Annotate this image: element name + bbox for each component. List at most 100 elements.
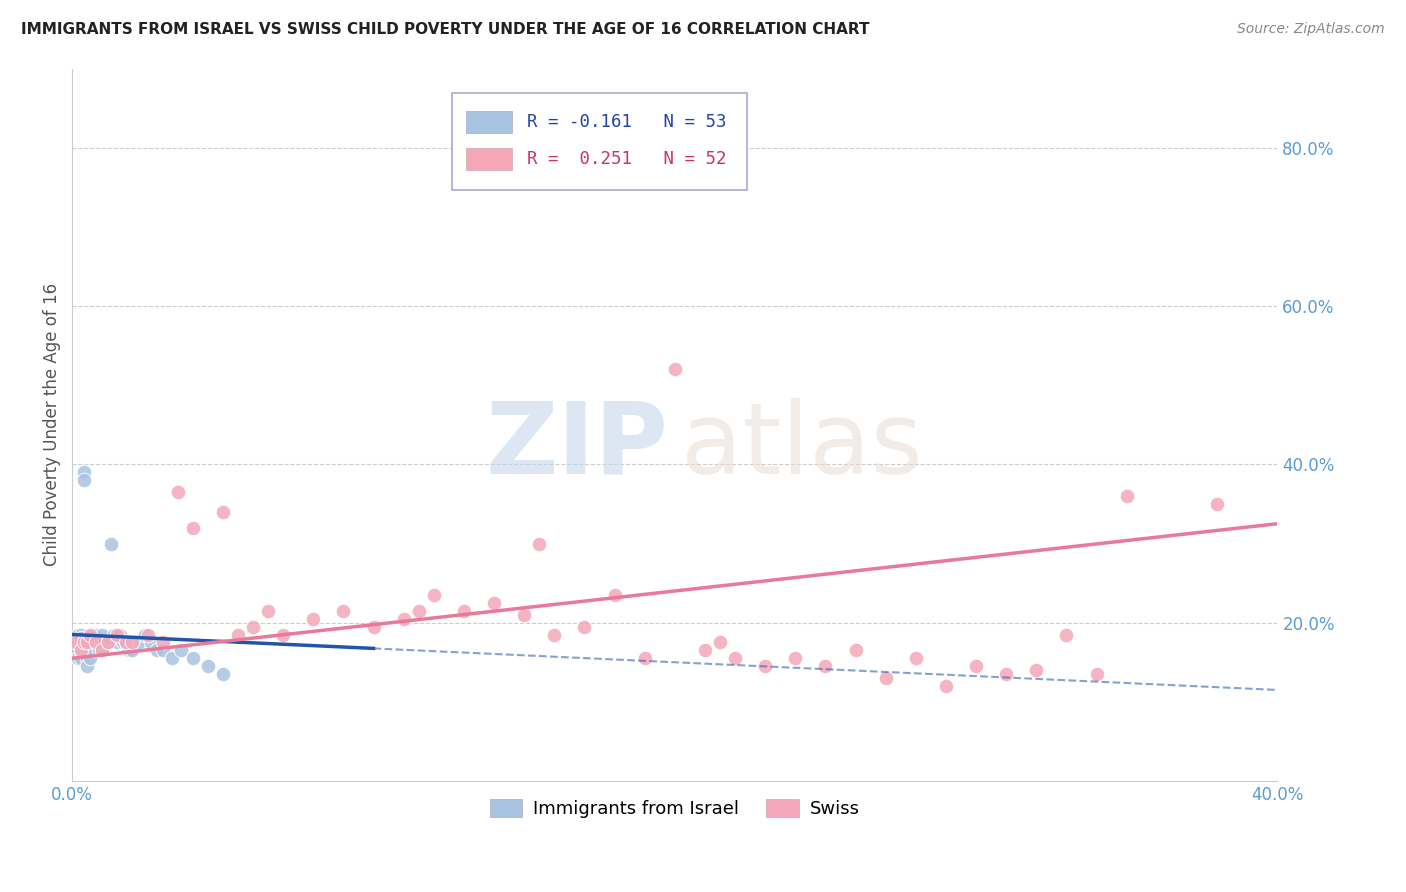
- Point: [709, 635, 731, 649]
- Point: [79, 635, 101, 649]
- FancyBboxPatch shape: [451, 94, 747, 190]
- Point: [91, 643, 114, 657]
- Point: [76, 643, 98, 657]
- Point: [845, 643, 868, 657]
- Point: [86, 635, 108, 649]
- Point: [73, 635, 96, 649]
- Point: [103, 627, 125, 641]
- Point: [152, 643, 174, 657]
- Point: [70, 643, 93, 657]
- Point: [65, 643, 87, 657]
- Point: [73, 465, 96, 479]
- Point: [110, 627, 132, 641]
- Point: [574, 619, 596, 633]
- Point: [363, 619, 385, 633]
- Point: [1115, 489, 1137, 503]
- Point: [166, 485, 188, 500]
- Point: [139, 635, 162, 649]
- Point: [995, 667, 1018, 681]
- Point: [76, 635, 98, 649]
- Point: [100, 635, 122, 649]
- Point: [529, 536, 551, 550]
- Point: [76, 659, 98, 673]
- Point: [70, 635, 93, 649]
- Point: [513, 607, 536, 622]
- Point: [70, 627, 93, 641]
- Point: [97, 635, 120, 649]
- Point: [302, 612, 325, 626]
- Point: [128, 635, 150, 649]
- Y-axis label: Child Poverty Under the Age of 16: Child Poverty Under the Age of 16: [44, 283, 60, 566]
- Point: [97, 635, 120, 649]
- Point: [118, 643, 141, 657]
- Text: Source: ZipAtlas.com: Source: ZipAtlas.com: [1237, 22, 1385, 37]
- Point: [91, 627, 114, 641]
- Text: R = -0.161   N = 53: R = -0.161 N = 53: [527, 113, 725, 131]
- Point: [724, 651, 747, 665]
- Point: [226, 627, 249, 641]
- Point: [82, 635, 104, 649]
- Point: [152, 635, 174, 649]
- Point: [65, 635, 87, 649]
- Point: [89, 643, 111, 657]
- Point: [664, 362, 686, 376]
- Point: [82, 643, 104, 657]
- Text: atlas: atlas: [681, 398, 922, 495]
- Point: [1025, 663, 1047, 677]
- Point: [242, 619, 264, 633]
- Point: [82, 627, 104, 641]
- Point: [754, 659, 776, 673]
- Point: [170, 643, 193, 657]
- Point: [904, 651, 927, 665]
- Point: [70, 643, 93, 657]
- Point: [134, 627, 156, 641]
- Legend: Immigrants from Israel, Swiss: Immigrants from Israel, Swiss: [482, 791, 868, 825]
- Point: [423, 588, 446, 602]
- Point: [86, 627, 108, 641]
- Point: [482, 596, 505, 610]
- Point: [145, 643, 167, 657]
- Point: [814, 659, 837, 673]
- Point: [100, 536, 122, 550]
- Bar: [467, 147, 512, 170]
- Point: [89, 632, 111, 646]
- Point: [935, 679, 957, 693]
- Point: [453, 604, 475, 618]
- Point: [634, 651, 657, 665]
- Point: [785, 651, 807, 665]
- Point: [86, 635, 108, 649]
- Point: [212, 667, 235, 681]
- Point: [121, 643, 143, 657]
- Point: [79, 627, 101, 641]
- Point: [693, 643, 716, 657]
- Point: [121, 635, 143, 649]
- Point: [73, 635, 96, 649]
- Point: [67, 627, 90, 641]
- Point: [76, 651, 98, 665]
- Text: R =  0.251   N = 52: R = 0.251 N = 52: [527, 150, 725, 168]
- Point: [1056, 627, 1078, 641]
- Point: [965, 659, 987, 673]
- Point: [70, 651, 93, 665]
- Point: [603, 588, 626, 602]
- Point: [271, 627, 294, 641]
- Point: [70, 632, 93, 646]
- Point: [107, 627, 129, 641]
- Point: [115, 635, 138, 649]
- Point: [543, 627, 565, 641]
- Point: [73, 643, 96, 657]
- Point: [67, 643, 90, 657]
- Point: [67, 635, 90, 649]
- Point: [73, 473, 96, 487]
- Point: [136, 627, 159, 641]
- Point: [181, 651, 204, 665]
- Point: [107, 635, 129, 649]
- Text: ZIP: ZIP: [486, 398, 669, 495]
- Point: [332, 604, 354, 618]
- Point: [79, 651, 101, 665]
- Point: [76, 635, 98, 649]
- Point: [160, 651, 183, 665]
- Point: [67, 651, 90, 665]
- Point: [1206, 497, 1229, 511]
- Bar: [467, 111, 512, 134]
